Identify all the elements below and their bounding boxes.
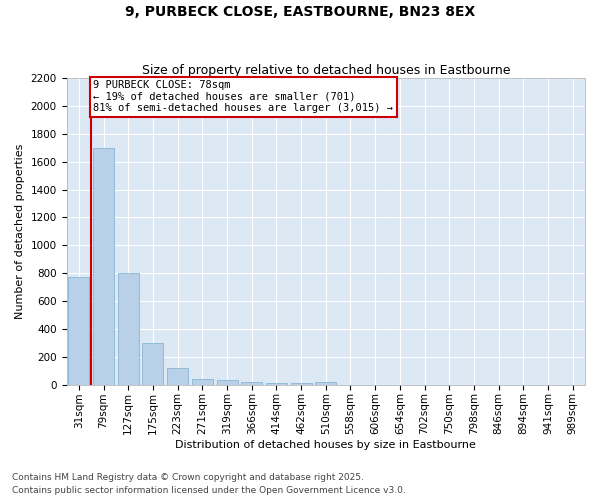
- Bar: [290, 382, 311, 384]
- Text: 9 PURBECK CLOSE: 78sqm
← 19% of detached houses are smaller (701)
81% of semi-de: 9 PURBECK CLOSE: 78sqm ← 19% of detached…: [93, 80, 393, 114]
- Text: 9, PURBECK CLOSE, EASTBOURNE, BN23 8EX: 9, PURBECK CLOSE, EASTBOURNE, BN23 8EX: [125, 5, 475, 19]
- Bar: [167, 368, 188, 384]
- Bar: [217, 380, 238, 384]
- Bar: [192, 379, 213, 384]
- Bar: [118, 273, 139, 384]
- Bar: [142, 343, 163, 384]
- Bar: [266, 382, 287, 384]
- Text: Contains HM Land Registry data © Crown copyright and database right 2025.
Contai: Contains HM Land Registry data © Crown c…: [12, 474, 406, 495]
- Bar: [68, 276, 89, 384]
- Y-axis label: Number of detached properties: Number of detached properties: [15, 144, 25, 319]
- Bar: [93, 148, 114, 384]
- Bar: [315, 382, 336, 384]
- Bar: [241, 382, 262, 384]
- X-axis label: Distribution of detached houses by size in Eastbourne: Distribution of detached houses by size …: [175, 440, 476, 450]
- Title: Size of property relative to detached houses in Eastbourne: Size of property relative to detached ho…: [142, 64, 510, 77]
